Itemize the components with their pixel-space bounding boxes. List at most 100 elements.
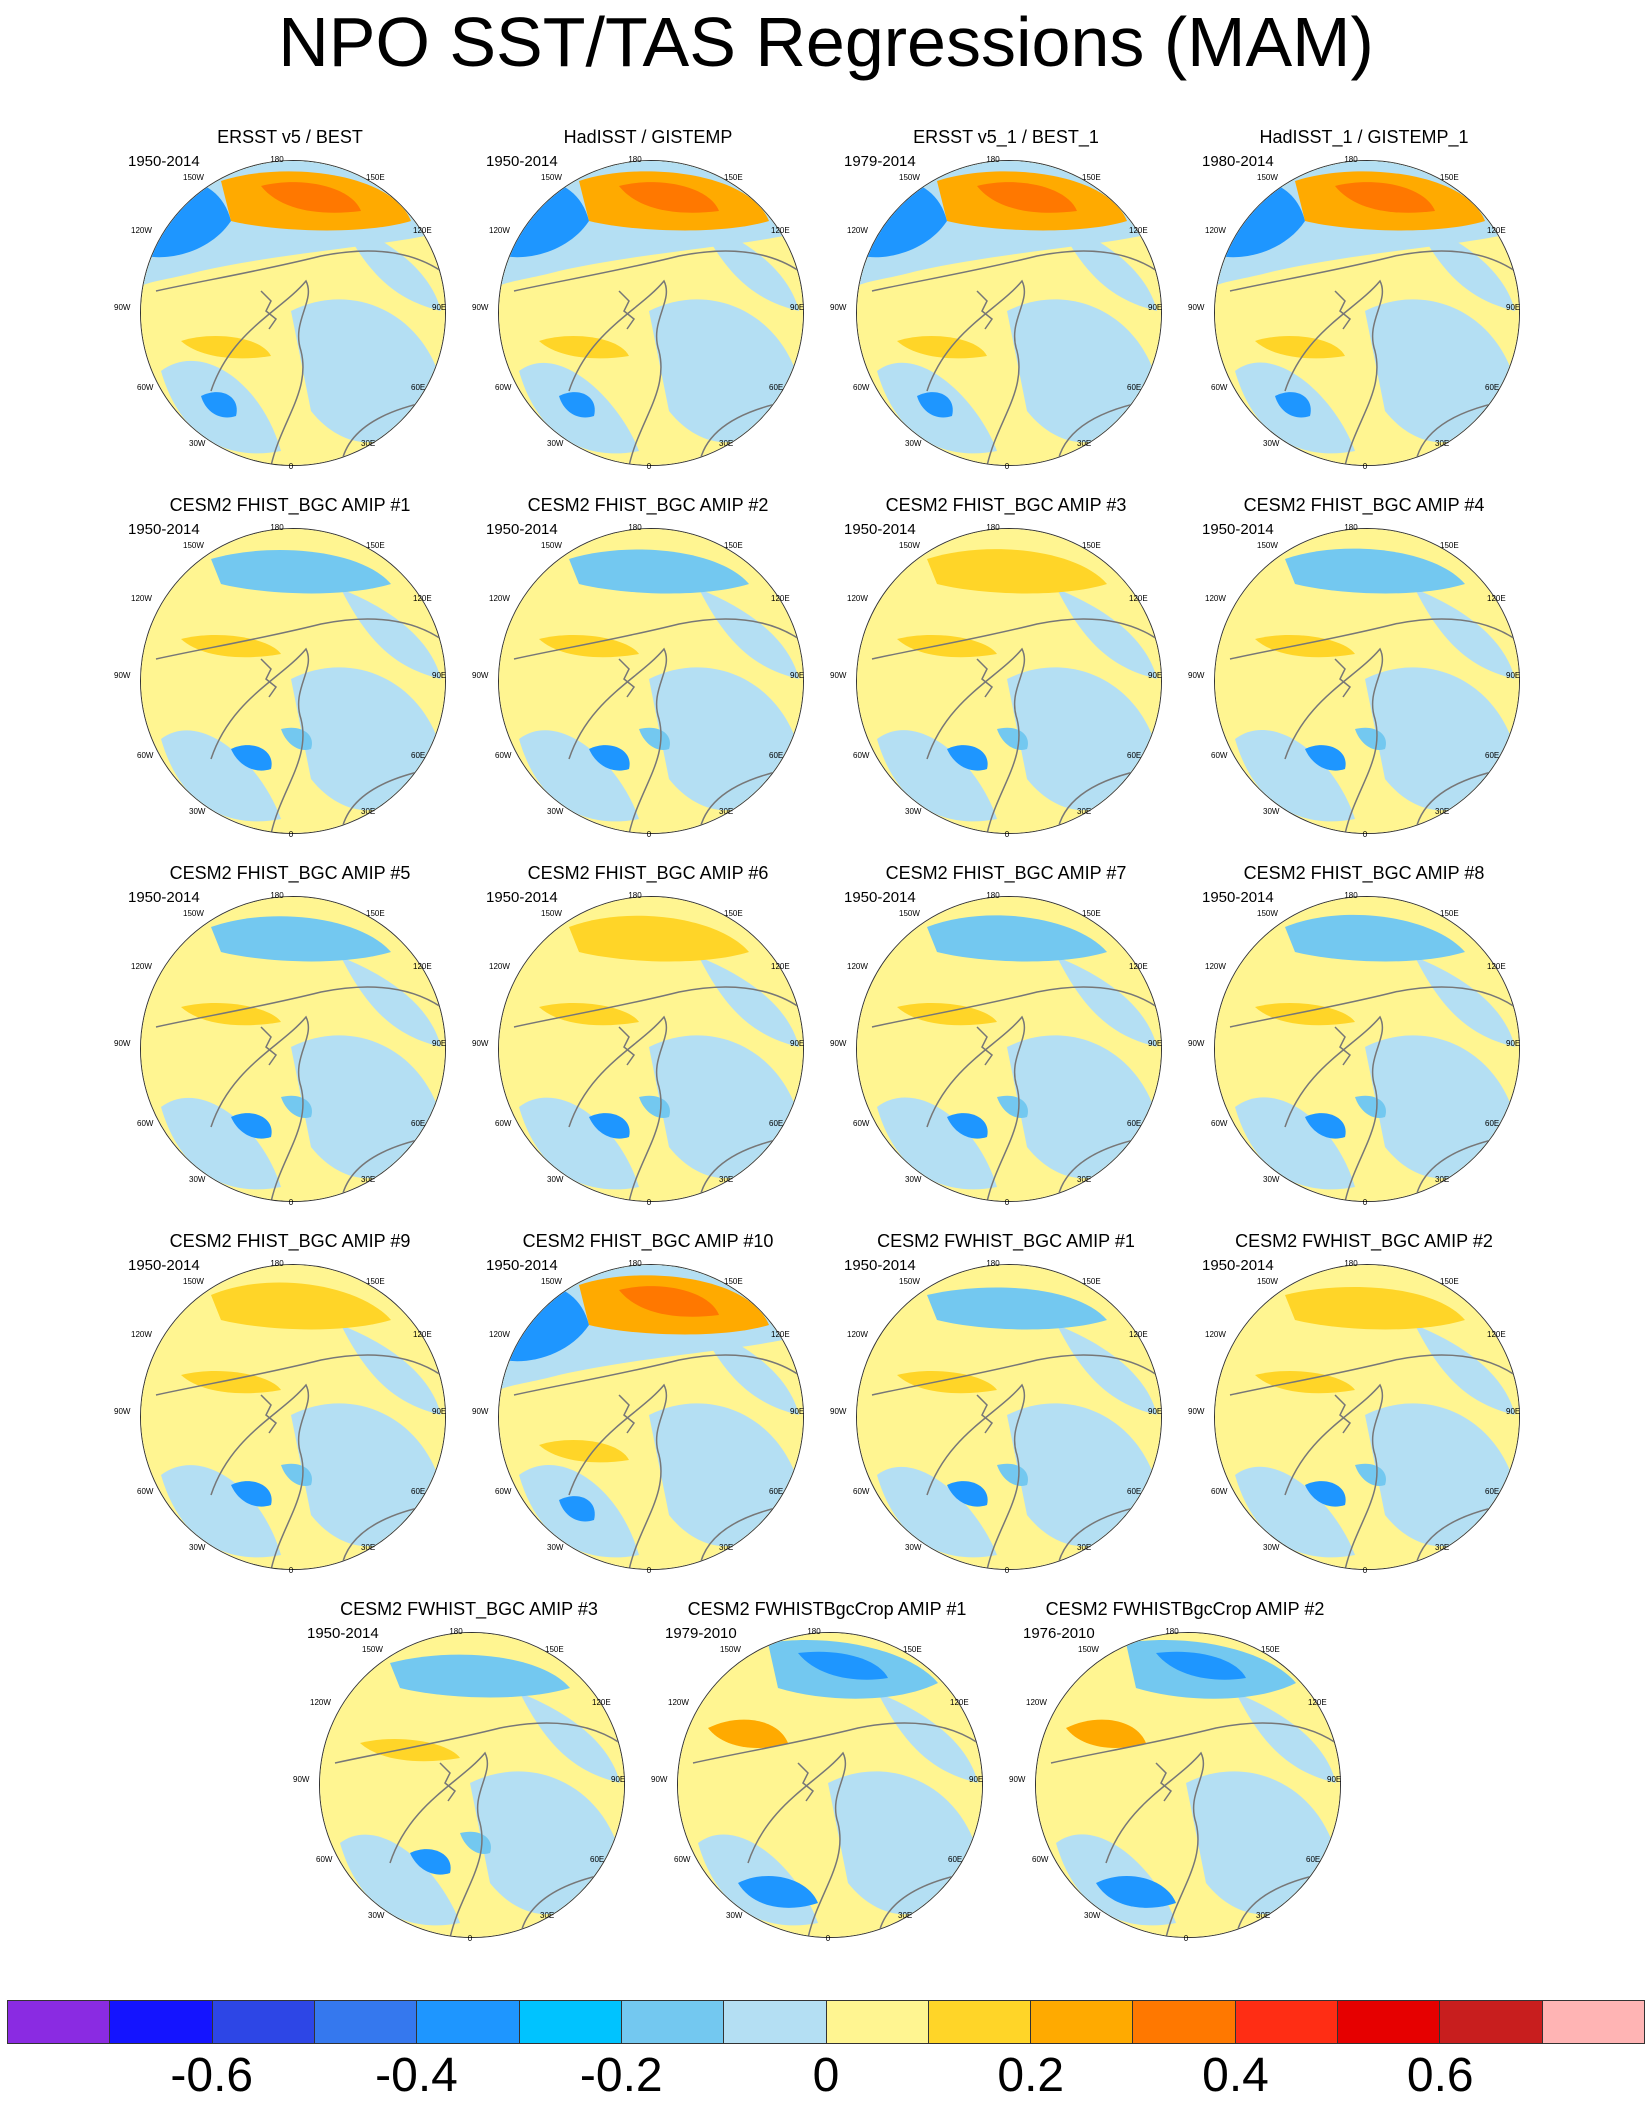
map-panel: CESM2 FHIST_BGC AMIP #9 1950-2014 180 150E 1… xyxy=(114,1230,460,1590)
colorbar-tick-label: 0 xyxy=(812,2049,840,2102)
colorbar-cell xyxy=(7,2000,111,2044)
longitude-label: 30E xyxy=(719,439,734,448)
panel-title: CESM2 FHIST_BGC AMIP #10 xyxy=(522,1231,774,1251)
longitude-label: 90E xyxy=(432,671,447,680)
figure-title: NPO SST/TAS Regressions (MAM) xyxy=(278,3,1374,81)
longitude-label: 30E xyxy=(361,1543,376,1552)
longitude-label: 150E xyxy=(903,1645,922,1654)
panel-title: CESM2 FWHIST_BGC AMIP #1 xyxy=(877,1231,1135,1251)
longitude-label: 120W xyxy=(131,1330,152,1339)
longitude-label: 150W xyxy=(1257,173,1278,182)
polar-map xyxy=(1214,1264,1520,1570)
longitude-label: 120E xyxy=(1129,594,1148,603)
longitude-label: 90E xyxy=(1506,303,1521,312)
longitude-label: 150W xyxy=(362,1645,383,1654)
longitude-label: 90W xyxy=(1188,1407,1205,1416)
longitude-label: 60W xyxy=(316,1855,333,1864)
longitude-label: 60E xyxy=(1127,1119,1142,1128)
longitude-label: 60E xyxy=(1127,1487,1142,1496)
longitude-label: 180 xyxy=(270,1259,284,1268)
longitude-label: 120E xyxy=(413,962,432,971)
panel-title: CESM2 FWHIST_BGC AMIP #3 xyxy=(340,1599,598,1619)
longitude-label: 120E xyxy=(413,594,432,603)
map-panel: CESM2 FWHISTBgcCrop AMIP #1 1979-2010 180 1… xyxy=(651,1598,997,1958)
longitude-label: 150W xyxy=(720,1645,741,1654)
longitude-label: 120E xyxy=(1487,962,1506,971)
longitude-label: 0 xyxy=(1362,1198,1368,1207)
longitude-label: 120E xyxy=(413,1330,432,1339)
longitude-label: 30W xyxy=(1084,1911,1101,1920)
polar-map xyxy=(498,1264,804,1570)
longitude-label: 60E xyxy=(769,383,784,392)
longitude-label: 90W xyxy=(830,671,847,680)
longitude-label: 30W xyxy=(1263,439,1280,448)
longitude-label: 150E xyxy=(1440,173,1459,182)
panel-years: 1950-2014 xyxy=(844,889,916,906)
colorbar-cell xyxy=(826,2000,929,2044)
panel-years: 1950-2014 xyxy=(128,1257,200,1274)
longitude-label: 30E xyxy=(719,1175,734,1184)
longitude-label: 180 xyxy=(270,523,284,532)
longitude-label: 90E xyxy=(1506,671,1521,680)
longitude-label: 150E xyxy=(724,173,743,182)
colorbar-tick-label: -0.4 xyxy=(375,2049,458,2102)
longitude-label: 180 xyxy=(270,891,284,900)
polar-map xyxy=(498,528,804,834)
map-panel: CESM2 FWHIST_BGC AMIP #2 1950-2014 180 150E… xyxy=(1188,1230,1534,1590)
panel-title: CESM2 FHIST_BGC AMIP #7 xyxy=(885,863,1127,883)
longitude-label: 150E xyxy=(366,173,385,182)
polar-map xyxy=(140,528,446,834)
longitude-label: 120E xyxy=(771,226,790,235)
colorbar-cell xyxy=(724,2000,827,2044)
longitude-label: 30W xyxy=(547,439,564,448)
panel-title: CESM2 FWHIST_BGC AMIP #2 xyxy=(1235,1231,1493,1251)
panel-title: CESM2 FWHISTBgcCrop AMIP #2 xyxy=(1045,1599,1325,1619)
longitude-label: 120E xyxy=(771,594,790,603)
panel-years: 1950-2014 xyxy=(486,521,558,538)
panel-title: ERSST v5_1 / BEST_1 xyxy=(913,127,1099,147)
longitude-label: 60W xyxy=(1211,1119,1228,1128)
longitude-label: 180 xyxy=(1344,891,1358,900)
map-panel: HadISST_1 / GISTEMP_1 1980-2014 180 150E 120… xyxy=(1188,126,1534,486)
longitude-label: 0 xyxy=(288,1198,294,1207)
longitude-label: 150E xyxy=(724,909,743,918)
longitude-label: 60E xyxy=(1485,1487,1500,1496)
longitude-label: 30W xyxy=(905,1175,922,1184)
polar-map xyxy=(140,160,446,466)
panel-years: 1950-2014 xyxy=(486,889,558,906)
longitude-label: 120W xyxy=(489,962,510,971)
longitude-label: 150W xyxy=(899,1277,920,1286)
longitude-label: 60W xyxy=(495,1487,512,1496)
longitude-label: 150W xyxy=(1257,909,1278,918)
polar-map xyxy=(1035,1632,1341,1938)
longitude-label: 150W xyxy=(183,173,204,182)
longitude-label: 0 xyxy=(1362,1566,1368,1575)
longitude-label: 0 xyxy=(288,1566,294,1575)
longitude-label: 90W xyxy=(472,1407,489,1416)
polar-map xyxy=(498,896,804,1202)
map-panel: CESM2 FHIST_BGC AMIP #6 1950-2014 180 150E 1… xyxy=(472,862,818,1222)
colorbar xyxy=(7,2000,1645,2044)
longitude-label: 120W xyxy=(1205,594,1226,603)
longitude-label: 60W xyxy=(137,383,154,392)
longitude-label: 180 xyxy=(449,1627,463,1636)
colorbar-cell xyxy=(1133,2000,1236,2044)
map-panel: CESM2 FWHISTBgcCrop AMIP #2 1976-2010 180 1… xyxy=(1009,1598,1355,1958)
longitude-label: 120W xyxy=(131,962,152,971)
longitude-label: 180 xyxy=(1165,1627,1179,1636)
longitude-label: 60E xyxy=(769,751,784,760)
longitude-label: 90W xyxy=(472,303,489,312)
panel-years: 1950-2014 xyxy=(307,1625,379,1642)
longitude-label: 90E xyxy=(1148,1407,1163,1416)
longitude-label: 0 xyxy=(646,462,652,471)
longitude-label: 120E xyxy=(771,962,790,971)
longitude-label: 30W xyxy=(189,1543,206,1552)
longitude-label: 60E xyxy=(411,751,426,760)
longitude-label: 60W xyxy=(853,1487,870,1496)
longitude-label: 90W xyxy=(1188,1039,1205,1048)
polar-map xyxy=(677,1632,983,1938)
colorbar-tick-label: 0.2 xyxy=(997,2049,1065,2102)
longitude-label: 150E xyxy=(724,1277,743,1286)
longitude-label: 60W xyxy=(137,751,154,760)
longitude-label: 90W xyxy=(651,1775,668,1784)
